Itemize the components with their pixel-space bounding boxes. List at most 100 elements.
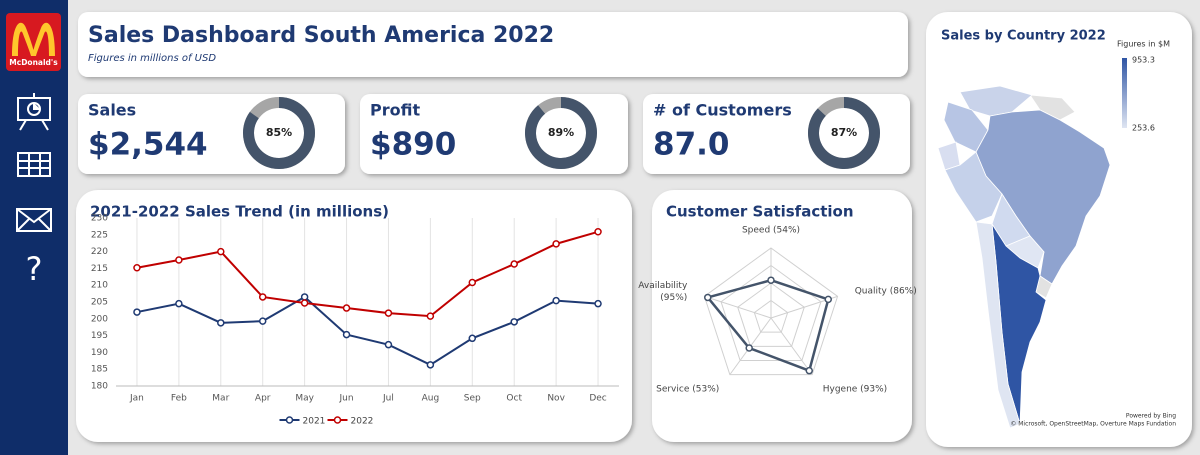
logo[interactable]: McDonald's [6, 13, 61, 71]
data-point [300, 293, 309, 301]
nav-table[interactable] [17, 152, 51, 177]
kpi-label: # of Customers [653, 101, 792, 120]
series-line [136, 230, 599, 318]
radar-card [652, 190, 912, 442]
spoke [704, 295, 772, 319]
y-tick-label: 195 [91, 331, 108, 341]
x-tick-label: Oct [506, 394, 522, 404]
nav-help[interactable]: ? [26, 250, 43, 288]
legend-scale [1122, 58, 1127, 128]
data-point [384, 340, 393, 349]
legend-label: 2021 [303, 417, 326, 427]
x-tick-label: Apr [255, 394, 271, 404]
sidebar [0, 0, 68, 455]
y-tick-label: 205 [91, 298, 108, 308]
data-point [175, 299, 183, 308]
legend-marker [333, 416, 342, 424]
legend-marker [285, 416, 294, 424]
chart-title: 2021-2022 Sales Trend (in millions) [90, 203, 389, 221]
data-point [767, 276, 775, 284]
data-point [824, 295, 833, 304]
grid-ring [753, 299, 789, 333]
data-point [745, 344, 753, 352]
data-point [217, 319, 225, 327]
page-subtitle: Figures in millions of USD [88, 53, 216, 64]
data-point [704, 293, 712, 302]
kpi-label: Profit [370, 101, 420, 120]
axis-label: Service (53%) [656, 385, 719, 395]
y-tick-label: 230 [91, 214, 108, 224]
y-tick-label: 180 [91, 382, 108, 392]
x-tick-label: Jun [339, 394, 354, 404]
data-point [133, 308, 141, 316]
axis-label: Hygene (93%) [823, 385, 887, 395]
country [1029, 94, 1076, 121]
x-tick-label: Mar [212, 394, 229, 404]
axis-label: Speed (54%) [742, 226, 800, 236]
radar-area [705, 278, 830, 373]
data-point [594, 299, 602, 308]
spoke [770, 317, 813, 375]
country [975, 221, 1021, 429]
axis-label: Availability (95%) [638, 280, 688, 302]
data-point [468, 334, 477, 343]
donut-label: 87% [831, 126, 857, 139]
data-point [510, 318, 518, 326]
data-point [217, 247, 225, 256]
map-attribution: © Microsoft, OpenStreetMap, Overture Map… [1010, 421, 1176, 428]
kpi-label: Sales [88, 101, 136, 120]
legend-max: 953.3 [1132, 56, 1155, 65]
data-point [552, 296, 560, 305]
legend-title: Figures in $M [1117, 40, 1170, 49]
header-card [78, 12, 908, 77]
y-tick-label: 200 [91, 314, 108, 324]
data-point [426, 361, 435, 369]
data-point [805, 366, 814, 375]
y-tick-label: 190 [91, 348, 108, 358]
grid-ring [720, 264, 822, 361]
data-point [258, 317, 267, 325]
x-tick-label: Jan [129, 394, 144, 404]
data-point [552, 240, 560, 248]
x-tick-label: May [295, 394, 314, 404]
page-title: Sales Dashboard South America 2022 [88, 23, 554, 48]
data-point [175, 256, 183, 264]
grid-ring [737, 282, 805, 347]
kpi-value: 87.0 [653, 127, 730, 163]
chart-title: Sales by Country 2022 [941, 29, 1106, 44]
grid-ring [703, 247, 839, 376]
series-line [136, 295, 599, 366]
data-point [342, 304, 351, 312]
kpi-card [360, 94, 628, 174]
donut-arc [243, 97, 315, 169]
x-tick-label: Jul [382, 394, 394, 404]
data-point [426, 312, 435, 320]
data-point [300, 299, 309, 307]
x-tick-label: Dec [589, 394, 606, 404]
data-point [510, 260, 518, 268]
legend-min: 253.6 [1132, 124, 1155, 133]
x-tick-label: Aug [422, 394, 440, 404]
y-tick-label: 220 [91, 247, 108, 257]
data-point [342, 330, 351, 339]
y-tick-label: 225 [91, 230, 108, 240]
kpi-value: $890 [370, 127, 456, 163]
y-tick-label: 210 [91, 281, 108, 291]
data-point [258, 293, 267, 301]
y-tick-label: 215 [91, 264, 108, 274]
nav-mail[interactable] [16, 208, 52, 232]
axis-label: Quality (86%) [855, 286, 917, 296]
map-credit: Powered by Bing [1126, 413, 1176, 420]
kpi-card [643, 94, 910, 174]
kpi-value: $2,544 [88, 127, 208, 163]
x-tick-label: Feb [171, 394, 187, 404]
data-point [468, 278, 477, 287]
nav-presentation[interactable] [17, 93, 51, 131]
x-tick-label: Sep [464, 394, 481, 404]
kpi-card [78, 94, 345, 174]
x-tick-label: Nov [547, 394, 565, 404]
line-card [76, 190, 632, 442]
donut-label: 85% [266, 126, 292, 139]
chart-title: Customer Satisfaction [666, 203, 854, 221]
